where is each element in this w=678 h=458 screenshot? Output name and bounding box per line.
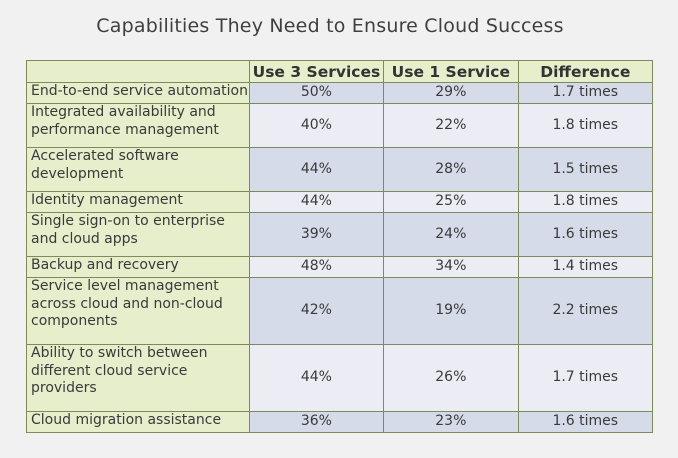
use-1-service-cell: 26%	[383, 344, 519, 412]
difference-cell: 1.7 times	[517, 82, 654, 104]
use-3-services-cell: 50%	[248, 82, 385, 104]
capability-cell: Single sign-on to enterprise and cloud a…	[26, 212, 250, 257]
table-row: Ability to switch between different clou…	[26, 344, 654, 412]
table-row: Service level management across cloud an…	[26, 277, 654, 345]
use-3-services-cell: 40%	[248, 103, 385, 148]
use-1-service-cell: 23%	[383, 411, 519, 433]
use-3-services-cell: 39%	[248, 212, 385, 257]
capability-cell: Backup and recovery	[26, 256, 250, 278]
use-3-services-cell: 42%	[248, 277, 385, 345]
difference-cell: 2.2 times	[517, 277, 654, 345]
table-row: Identity management 44% 25% 1.8 times	[26, 191, 654, 213]
chart-title: Capabilities They Need to Ensure Cloud S…	[96, 15, 564, 37]
difference-cell: 1.6 times	[517, 411, 654, 433]
use-1-service-cell: 25%	[383, 191, 519, 213]
capability-cell: Identity management	[26, 191, 250, 213]
difference-cell: 1.7 times	[517, 344, 654, 412]
use-3-services-cell: 36%	[248, 411, 385, 433]
use-1-service-cell: 19%	[383, 277, 519, 345]
capabilities-table: Use 3 Services Use 1 Service Difference …	[26, 60, 654, 433]
use-3-services-cell: 44%	[248, 344, 385, 412]
use-1-service-cell: 22%	[383, 103, 519, 148]
capability-cell: Service level management across cloud an…	[26, 277, 250, 345]
capability-cell: Ability to switch between different clou…	[26, 344, 250, 412]
difference-cell: 1.8 times	[517, 191, 654, 213]
capability-cell: Integrated availability and performance …	[26, 103, 250, 148]
capability-cell: Cloud migration assistance	[26, 411, 250, 433]
difference-cell: 1.4 times	[517, 256, 654, 278]
use-1-service-cell: 24%	[383, 212, 519, 257]
capability-cell: Accelerated software development	[26, 147, 250, 192]
use-1-service-cell: 28%	[383, 147, 519, 192]
use-3-services-cell: 44%	[248, 191, 385, 213]
table-row: Accelerated software development 44% 28%…	[26, 147, 654, 192]
table-row: Cloud migration assistance 36% 23% 1.6 t…	[26, 411, 654, 433]
use-3-services-cell: 44%	[248, 147, 385, 192]
use-3-services-cell: 48%	[248, 256, 385, 278]
header-capability	[26, 60, 250, 83]
capability-cell: End-to-end service automation	[26, 82, 250, 104]
table-row: Single sign-on to enterprise and cloud a…	[26, 212, 654, 257]
use-1-service-cell: 29%	[383, 82, 519, 104]
header-use-1-service: Use 1 Service	[383, 60, 519, 83]
difference-cell: 1.8 times	[517, 103, 654, 148]
table-header-row: Use 3 Services Use 1 Service Difference	[26, 60, 654, 83]
header-difference: Difference	[517, 60, 654, 83]
use-1-service-cell: 34%	[383, 256, 519, 278]
difference-cell: 1.5 times	[517, 147, 654, 192]
table-row: End-to-end service automation 50% 29% 1.…	[26, 82, 654, 104]
header-use-3-services: Use 3 Services	[248, 60, 385, 83]
table-row: Integrated availability and performance …	[26, 103, 654, 148]
table-row: Backup and recovery 48% 34% 1.4 times	[26, 256, 654, 278]
difference-cell: 1.6 times	[517, 212, 654, 257]
